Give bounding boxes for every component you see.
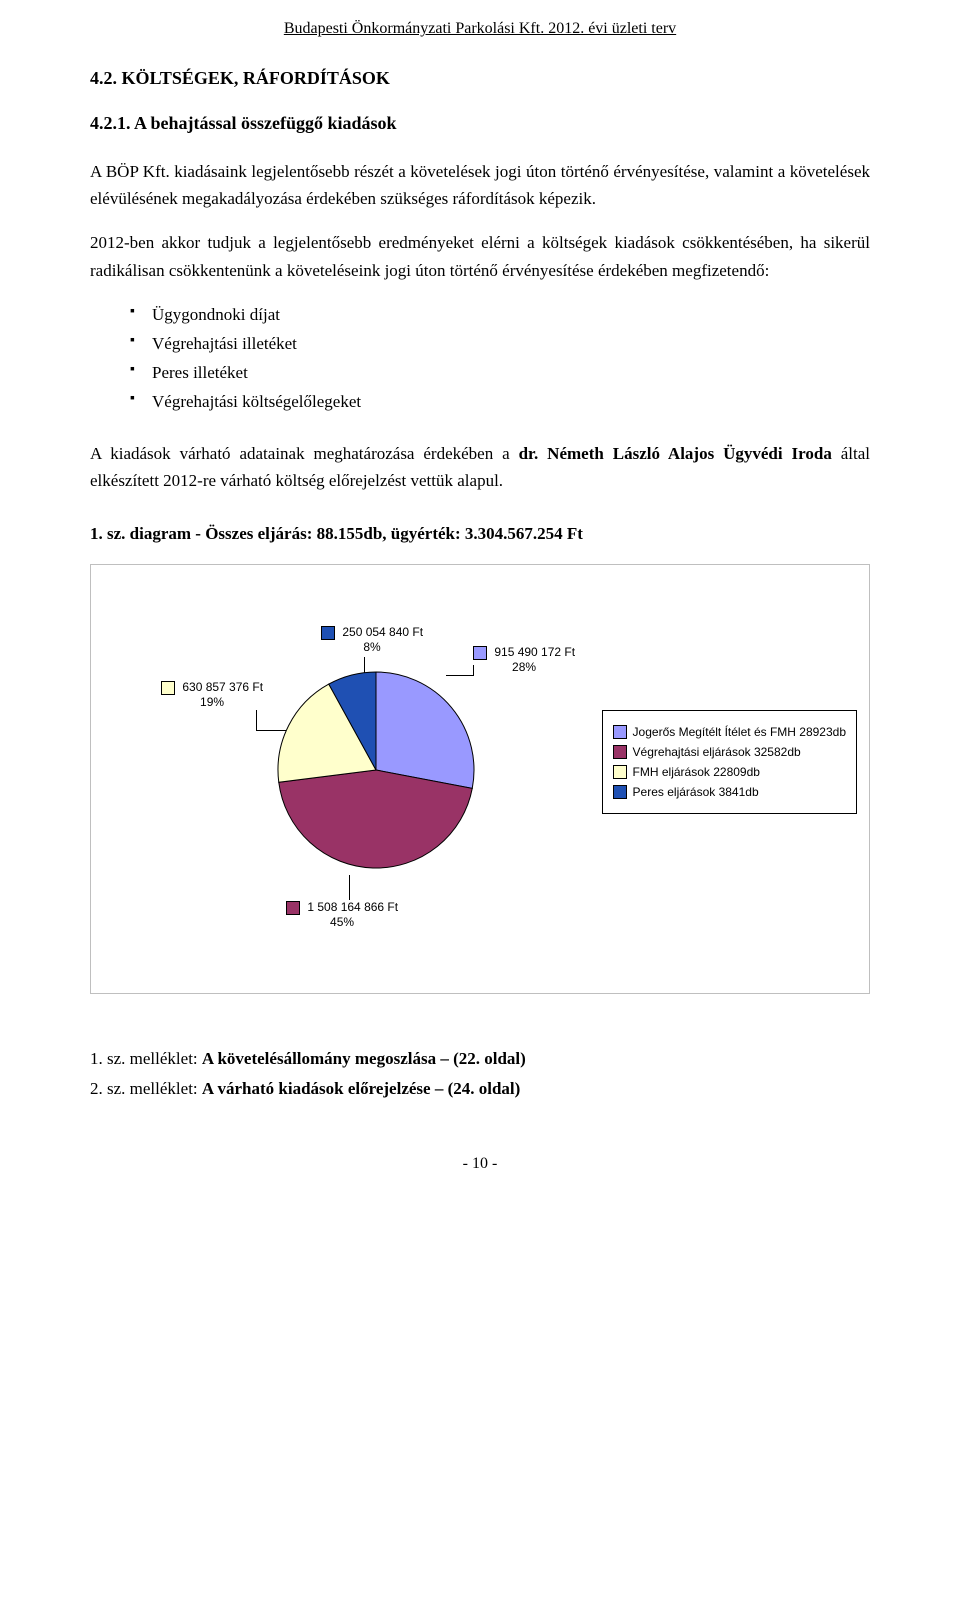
diagram-title: 1. sz. diagram - Összes eljárás: 88.155d…: [90, 524, 870, 544]
slice-amount: 250 054 840 Ft: [342, 625, 423, 639]
page-header: Budapesti Önkormányzati Parkolási Kft. 2…: [90, 20, 870, 38]
slice-label-2: 1 508 164 866 Ft 45%: [286, 900, 398, 929]
legend-swatch-icon: [613, 745, 627, 759]
appendix-2: 2. sz. melléklet: A várható kiadások elő…: [90, 1074, 870, 1105]
bullet-item: Peres illetéket: [130, 359, 870, 386]
sub-heading: 4.2.1. A behajtással összefüggő kiadások: [90, 113, 870, 134]
paragraph-2: 2012-ben akkor tudjuk a legjelentősebb e…: [90, 229, 870, 283]
legend-label: FMH eljárások 22809db: [633, 765, 760, 779]
bullet-item: Ügygondnoki díjat: [130, 301, 870, 328]
slice-amount: 1 508 164 866 Ft: [307, 900, 398, 914]
legend-swatch-icon: [613, 765, 627, 779]
appendix-prefix: 2. sz. melléklet:: [90, 1079, 202, 1098]
chart-legend: Jogerős Megítélt Ítélet és FMH 28923db V…: [602, 710, 857, 814]
page-container: Budapesti Önkormányzati Parkolási Kft. 2…: [0, 0, 960, 1213]
legend-label: Végrehajtási eljárások 32582db: [633, 745, 801, 759]
slice-amount: 915 490 172 Ft: [494, 645, 575, 659]
slice-pct: 8%: [363, 640, 380, 654]
paragraph-1: A BÖP Kft. kiadásaink legjelentősebb rés…: [90, 158, 870, 212]
slice-pct: 45%: [330, 915, 354, 929]
legend-swatch-icon: [613, 785, 627, 799]
appendix-prefix: 1. sz. melléklet:: [90, 1049, 202, 1068]
bullet-list: Ügygondnoki díjat Végrehajtási illetéket…: [130, 301, 870, 416]
leader-line: [349, 875, 350, 900]
legend-item: Peres eljárások 3841db: [613, 785, 846, 799]
slice-amount: 630 857 376 Ft: [182, 680, 263, 694]
para3-part-a: A kiadások várható adatainak meghatározá…: [90, 444, 519, 463]
page-number: - 10 -: [90, 1155, 870, 1173]
section-heading: 4.2. KÖLTSÉGEK, RÁFORDÍTÁSOK: [90, 68, 870, 89]
swatch-icon: [286, 901, 300, 915]
legend-label: Peres eljárások 3841db: [633, 785, 759, 799]
swatch-icon: [321, 626, 335, 640]
swatch-icon: [473, 646, 487, 660]
legend-swatch-icon: [613, 725, 627, 739]
pie-chart-frame: 250 054 840 Ft 8% 915 490 172 Ft 28% 630…: [90, 564, 870, 994]
para3-part-b: dr. Németh László Alajos Ügyvédi Iroda: [519, 444, 832, 463]
swatch-icon: [161, 681, 175, 695]
bullet-item: Végrehajtási illetéket: [130, 330, 870, 357]
legend-item: FMH eljárások 22809db: [613, 765, 846, 779]
legend-label: Jogerős Megítélt Ítélet és FMH 28923db: [633, 725, 846, 739]
legend-item: Jogerős Megítélt Ítélet és FMH 28923db: [613, 725, 846, 739]
paragraph-3: A kiadások várható adatainak meghatározá…: [90, 440, 870, 494]
slice-label-3: 630 857 376 Ft 19%: [161, 680, 263, 709]
pie-chart: [276, 670, 476, 870]
appendix-title: A követelésállomány megoszlása – (22. ol…: [202, 1049, 526, 1068]
bullet-item: Végrehajtási költségelőlegeket: [130, 388, 870, 415]
appendix-1: 1. sz. melléklet: A követelésállomány me…: [90, 1044, 870, 1075]
slice-pct: 19%: [200, 695, 224, 709]
slice-label-4: 250 054 840 Ft 8%: [321, 625, 423, 654]
pie-svg: [276, 670, 476, 870]
appendix-title: A várható kiadások előrejelzése – (24. o…: [202, 1079, 520, 1098]
slice-pct: 28%: [512, 660, 536, 674]
leader-line: [256, 710, 257, 730]
slice-label-1: 915 490 172 Ft 28%: [473, 645, 575, 674]
legend-item: Végrehajtási eljárások 32582db: [613, 745, 846, 759]
